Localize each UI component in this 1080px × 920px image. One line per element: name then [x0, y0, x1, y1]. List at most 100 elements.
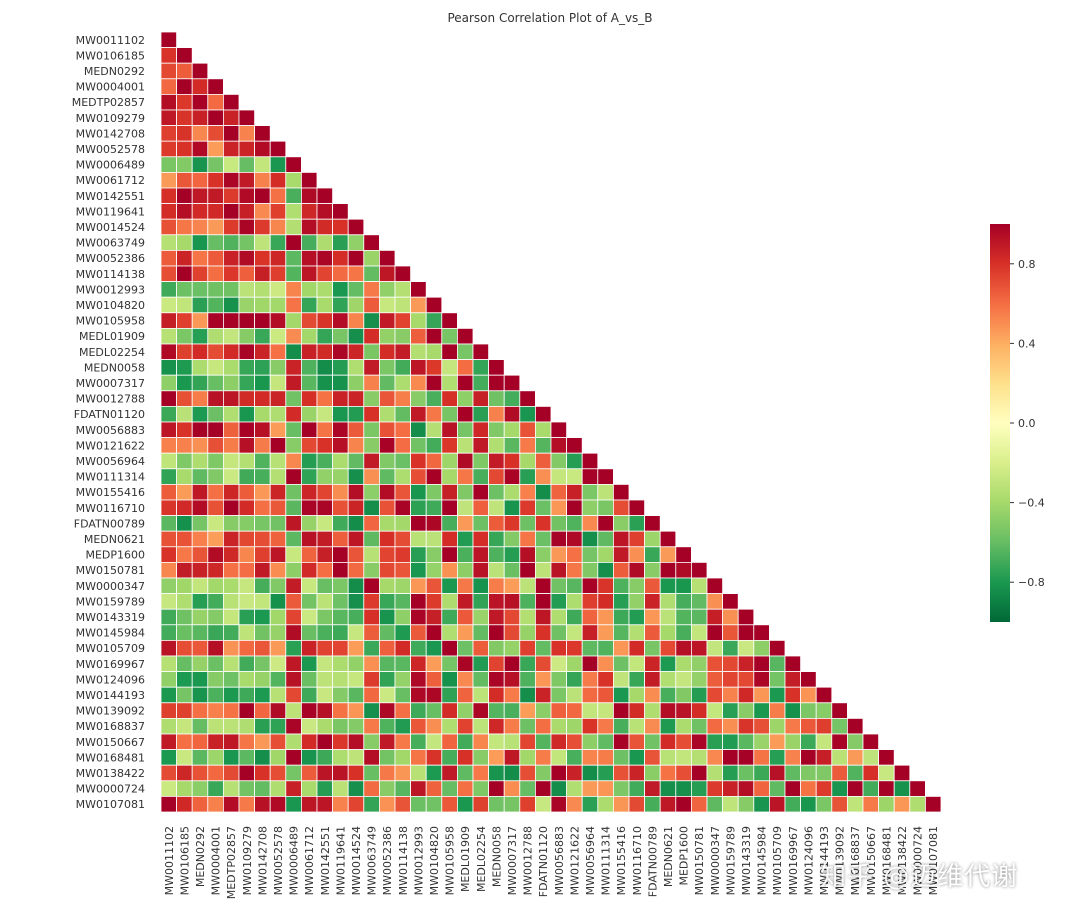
heatmap-cell [503, 499, 521, 517]
heatmap-cell [878, 796, 895, 813]
row-label: MW0155416 [76, 486, 145, 499]
heatmap-cell [456, 718, 474, 735]
heatmap-cell [784, 718, 802, 735]
heatmap-cell [176, 327, 193, 345]
heatmap-cell [347, 499, 365, 517]
heatmap-cell [488, 671, 505, 688]
heatmap-cell [519, 546, 536, 563]
heatmap-cell [363, 390, 380, 407]
heatmap-cell [238, 312, 256, 329]
heatmap-cell [332, 546, 349, 563]
heatmap-cell [316, 640, 334, 657]
heatmap-cell [456, 437, 474, 454]
heatmap-cell [191, 702, 209, 719]
heatmap-cell [160, 608, 178, 626]
heatmap-cell [347, 749, 365, 766]
heatmap-cell [613, 671, 630, 688]
heatmap-cell [425, 718, 443, 735]
heatmap-cell [581, 452, 599, 470]
row-label: MW0142551 [76, 190, 145, 203]
heatmap-cell [363, 234, 380, 251]
heatmap-cell [160, 171, 178, 189]
heatmap-cell [519, 702, 536, 719]
row-label: FDATN01120 [74, 408, 145, 421]
heatmap-cell [893, 796, 911, 813]
heatmap-cell [363, 468, 380, 485]
heatmap-cell [488, 405, 505, 423]
heatmap-cell [363, 749, 380, 766]
heatmap-cell [410, 749, 427, 766]
heatmap-cell [269, 452, 287, 470]
heatmap-cell [176, 640, 193, 657]
heatmap-cell [238, 249, 256, 267]
heatmap-cell [332, 593, 349, 610]
heatmap-cell [347, 452, 365, 470]
heatmap-cell [441, 452, 458, 470]
heatmap-cell [737, 702, 755, 719]
heatmap-cell [581, 577, 599, 595]
heatmap-cell [410, 452, 427, 470]
heatmap-cell [238, 562, 256, 579]
row-label: MW0106185 [76, 49, 145, 62]
heatmap-cell [254, 265, 271, 283]
heatmap-cell [254, 203, 271, 220]
heatmap-cell [238, 749, 256, 766]
heatmap-cell [347, 390, 365, 407]
heatmap-cell [722, 593, 739, 610]
heatmap-cell [378, 749, 396, 766]
heatmap-cell [456, 499, 474, 517]
heatmap-cell [207, 296, 224, 314]
heatmap-cell [909, 780, 926, 797]
heatmap-cell [238, 109, 256, 127]
row-label: MEDL02254 [79, 346, 145, 359]
heatmap-cell [628, 562, 646, 579]
heatmap-cell [176, 234, 193, 251]
heatmap-cell [659, 718, 677, 735]
heatmap-cell [566, 562, 583, 579]
heatmap-cell [191, 265, 209, 283]
colorbar-tick-label: 0.8 [1018, 258, 1036, 271]
heatmap-cell [332, 749, 349, 766]
heatmap-cell [566, 515, 583, 532]
heatmap-cell [581, 671, 599, 688]
heatmap-cell [254, 125, 271, 142]
heatmap-cell [800, 718, 817, 735]
heatmap-cell [706, 718, 724, 735]
heatmap-cell [332, 234, 349, 251]
heatmap-cell [410, 312, 427, 329]
heatmap-cell [659, 702, 677, 719]
row-label: MW0138422 [76, 767, 145, 780]
heatmap-cell [519, 733, 536, 751]
heatmap-cell [285, 421, 302, 439]
heatmap-cell [222, 468, 240, 485]
heatmap-cell [176, 593, 193, 610]
heatmap-cell [550, 796, 568, 813]
heatmap-cell [535, 546, 552, 563]
heatmap-cell [597, 733, 614, 751]
heatmap-cell [784, 733, 802, 751]
heatmap-cell [410, 562, 427, 579]
heatmap-cell [503, 530, 521, 548]
heatmap-cell [378, 437, 396, 454]
heatmap-cell [316, 686, 334, 704]
heatmap-cell [644, 764, 661, 782]
heatmap-cell [394, 702, 412, 719]
heatmap-cell [394, 327, 412, 345]
heatmap-cell [238, 343, 256, 361]
heatmap-cell [425, 515, 443, 532]
heatmap-cell [191, 140, 209, 158]
row-label: MW0063749 [76, 237, 145, 250]
heatmap-cell [691, 608, 708, 626]
heatmap-cell [519, 624, 536, 641]
heatmap-cell [160, 312, 178, 329]
heatmap-cell [659, 671, 677, 688]
heatmap-cell [191, 78, 209, 95]
heatmap-cell [176, 671, 193, 688]
heatmap-cell [566, 593, 583, 610]
heatmap-cell [503, 733, 521, 751]
heatmap-cell [706, 796, 724, 813]
heatmap-cell [425, 390, 443, 407]
heatmap-cell [363, 452, 380, 470]
heatmap-cell [597, 483, 614, 501]
heatmap-cell [597, 562, 614, 579]
